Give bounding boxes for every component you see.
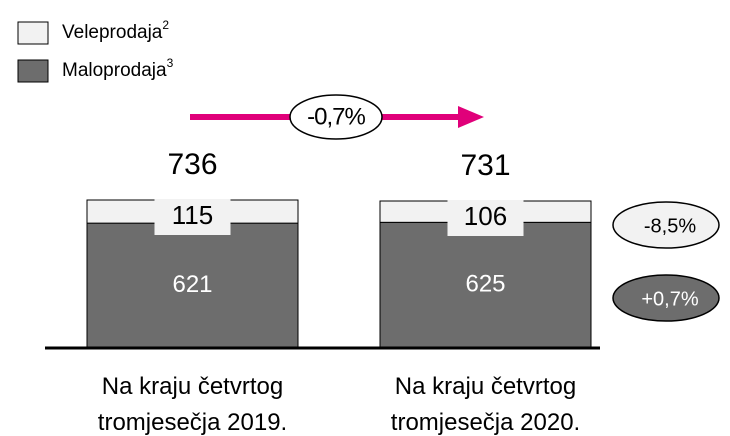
bar-segment [86,222,299,349]
value-label: 621 [172,271,212,298]
legend-footnote: 3 [167,56,174,70]
legend-name: Veleprodaja [62,22,163,43]
x-tick-line: tromjesečja 2020. [391,409,580,436]
change-bubble [289,94,383,140]
legend-swatch [17,59,49,83]
total-change: -0,7% [307,103,365,130]
x-tick-line: Na kraju četvrtog [395,373,576,400]
series-change: -8,5% [644,215,696,237]
legend-label: Veleprodaja2 [62,18,169,43]
total-label: 731 [460,149,510,182]
legend-name: Maloprodaja [62,60,167,81]
legend-label: Maloprodaja3 [62,56,174,81]
legend-footnote: 2 [162,18,169,32]
x-tick-line: Na kraju četvrtog [102,373,283,400]
series-change-bubble [612,274,720,322]
total-label: 736 [167,148,217,181]
series-change-bubble [612,201,720,249]
change-arrowhead [458,106,484,128]
series-change: +0,7% [641,288,698,310]
x-tick-label: Na kraju četvrtog tromjesečja 2020. [391,373,580,436]
value-label: 106 [464,201,507,231]
value-label: 625 [465,271,505,298]
value-label: 115 [172,200,213,230]
x-tick-line: tromjesečja 2019. [98,409,287,436]
legend-swatch [17,21,49,45]
value-label-box [154,199,231,235]
x-tick-label: Na kraju četvrtog tromjesečja 2019. [98,373,287,436]
value-label-box [447,200,524,237]
bar-segment [379,221,592,349]
